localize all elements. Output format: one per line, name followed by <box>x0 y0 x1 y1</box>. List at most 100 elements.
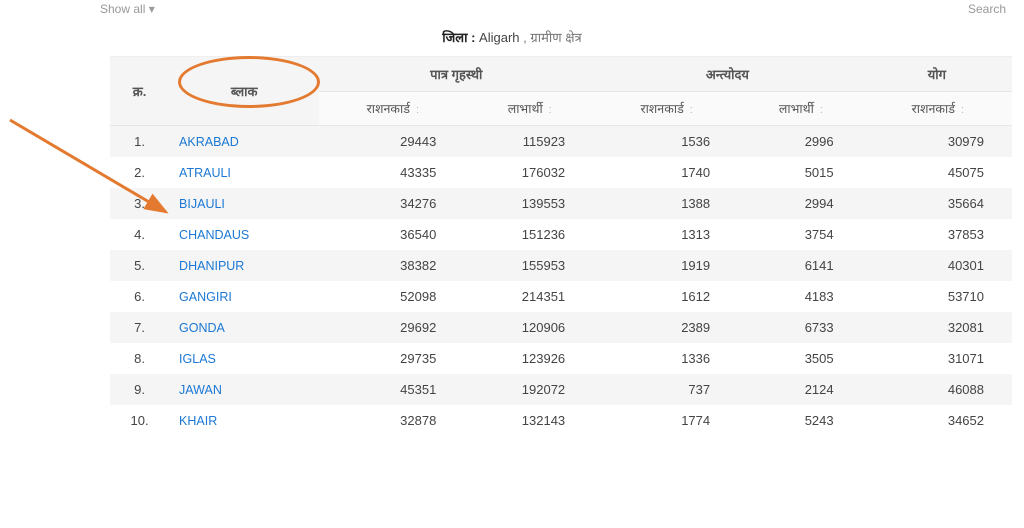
cell-rc2: 2389 <box>593 312 738 343</box>
cell-rc1: 29692 <box>319 312 464 343</box>
cell-rc1: 36540 <box>319 219 464 250</box>
cell-lb1: 155953 <box>464 250 593 281</box>
caption: जिला : Aligarh , ग्रामीण क्षेत्र <box>0 22 1024 56</box>
district-label: जिला : <box>442 30 475 45</box>
cell-lb2: 3754 <box>738 219 862 250</box>
col-group-yog: योग <box>862 57 1012 92</box>
cell-rc2: 1612 <box>593 281 738 312</box>
cell-lb2: 4183 <box>738 281 862 312</box>
cell-block: JAWAN <box>169 374 319 405</box>
block-link[interactable]: IGLAS <box>179 352 216 366</box>
cell-lb2: 3505 <box>738 343 862 374</box>
col-rc2[interactable]: राशनकार्ड: <box>593 92 738 126</box>
col-group-antyoday: अन्त्योदय <box>593 57 861 92</box>
area-value: ग्रामीण क्षेत्र <box>530 30 581 45</box>
cell-rc2: 1536 <box>593 126 738 158</box>
cell-sn: 10. <box>110 405 169 436</box>
caption-sep: , <box>523 30 527 45</box>
table-row: 3. BIJAULI 342761395531388299435664 <box>110 188 1012 219</box>
district-value: Aligarh <box>479 30 519 45</box>
block-link[interactable]: AKRABAD <box>179 135 239 149</box>
cell-lb2: 2994 <box>738 188 862 219</box>
cell-rc3: 40301 <box>862 250 1012 281</box>
cell-rc1: 52098 <box>319 281 464 312</box>
cell-block: DHANIPUR <box>169 250 319 281</box>
cell-rc3: 45075 <box>862 157 1012 188</box>
cell-rc3: 34652 <box>862 405 1012 436</box>
table-row: 2.ATRAULI433351760321740501545075 <box>110 157 1012 188</box>
table-row: 6. GANGIRI 520982143511612418353710 <box>110 281 1012 312</box>
cell-lb2: 5015 <box>738 157 862 188</box>
cell-lb2: 5243 <box>738 405 862 436</box>
cell-rc3: 53710 <box>862 281 1012 312</box>
block-link[interactable]: GANGIRI <box>179 290 232 304</box>
cell-lb2: 2124 <box>738 374 862 405</box>
col-rc3[interactable]: राशनकार्ड: <box>862 92 1012 126</box>
cell-block: KHAIR <box>169 405 319 436</box>
cell-rc1: 34276 <box>319 188 464 219</box>
cell-rc2: 1919 <box>593 250 738 281</box>
topbar: Show all ▾ Search <box>0 0 1024 22</box>
cell-lb1: 132143 <box>464 405 593 436</box>
cell-rc1: 45351 <box>319 374 464 405</box>
cell-rc2: 1313 <box>593 219 738 250</box>
table-row: 7.GONDA296921209062389673332081 <box>110 312 1012 343</box>
block-link[interactable]: KHAIR <box>179 414 217 428</box>
cell-lb1: 214351 <box>464 281 593 312</box>
cell-sn: 3. <box>110 188 169 219</box>
cell-block: AKRABAD <box>169 126 319 158</box>
block-link[interactable]: DHANIPUR <box>179 259 244 273</box>
table-row: 4. CHANDAUS 365401512361313375437853 <box>110 219 1012 250</box>
col-rc1[interactable]: राशनकार्ड: <box>319 92 464 126</box>
cell-lb2: 6141 <box>738 250 862 281</box>
cell-lb1: 176032 <box>464 157 593 188</box>
block-link[interactable]: CHANDAUS <box>179 228 249 242</box>
cell-rc1: 29443 <box>319 126 464 158</box>
table-row: 9.JAWAN45351192072737212446088 <box>110 374 1012 405</box>
cell-rc3: 31071 <box>862 343 1012 374</box>
col-lb1[interactable]: लाभार्थी: <box>464 92 593 126</box>
cell-block: GANGIRI <box>169 281 319 312</box>
table-row: 8.IGLAS297351239261336350531071 <box>110 343 1012 374</box>
cell-lb2: 2996 <box>738 126 862 158</box>
cell-lb1: 151236 <box>464 219 593 250</box>
col-sn[interactable]: क्र. <box>110 57 169 126</box>
cell-sn: 9. <box>110 374 169 405</box>
table-row: 1.AKRABAD294431159231536299630979 <box>110 126 1012 158</box>
cell-rc2: 1774 <box>593 405 738 436</box>
cell-lb1: 139553 <box>464 188 593 219</box>
data-table-wrap: क्र. ब्लाक पात्र गृहस्थी अन्त्योदय योग र… <box>110 56 1012 436</box>
cell-sn: 6. <box>110 281 169 312</box>
cell-sn: 5. <box>110 250 169 281</box>
cell-rc2: 1336 <box>593 343 738 374</box>
block-link[interactable]: BIJAULI <box>179 197 225 211</box>
cell-lb1: 120906 <box>464 312 593 343</box>
cell-block: GONDA <box>169 312 319 343</box>
cell-block: BIJAULI <box>169 188 319 219</box>
cell-rc1: 32878 <box>319 405 464 436</box>
table-row: 5. DHANIPUR 383821559531919614140301 <box>110 250 1012 281</box>
col-lb2[interactable]: लाभार्थी: <box>738 92 862 126</box>
view-selector-hint[interactable]: Show all ▾ <box>100 2 155 16</box>
cell-rc1: 38382 <box>319 250 464 281</box>
cell-rc2: 1388 <box>593 188 738 219</box>
block-link[interactable]: ATRAULI <box>179 166 231 180</box>
cell-rc3: 37853 <box>862 219 1012 250</box>
cell-sn: 7. <box>110 312 169 343</box>
cell-block: CHANDAUS <box>169 219 319 250</box>
col-block[interactable]: ब्लाक <box>169 57 319 126</box>
cell-rc1: 43335 <box>319 157 464 188</box>
cell-rc3: 46088 <box>862 374 1012 405</box>
cell-lb1: 123926 <box>464 343 593 374</box>
cell-sn: 4. <box>110 219 169 250</box>
block-link[interactable]: JAWAN <box>179 383 222 397</box>
cell-block: ATRAULI <box>169 157 319 188</box>
cell-rc3: 30979 <box>862 126 1012 158</box>
cell-sn: 8. <box>110 343 169 374</box>
search-hint[interactable]: Search <box>968 2 1006 16</box>
block-link[interactable]: GONDA <box>179 321 225 335</box>
cell-rc3: 32081 <box>862 312 1012 343</box>
cell-rc3: 35664 <box>862 188 1012 219</box>
table-row: 10. KHAIR 328781321431774524334652 <box>110 405 1012 436</box>
cell-rc2: 737 <box>593 374 738 405</box>
